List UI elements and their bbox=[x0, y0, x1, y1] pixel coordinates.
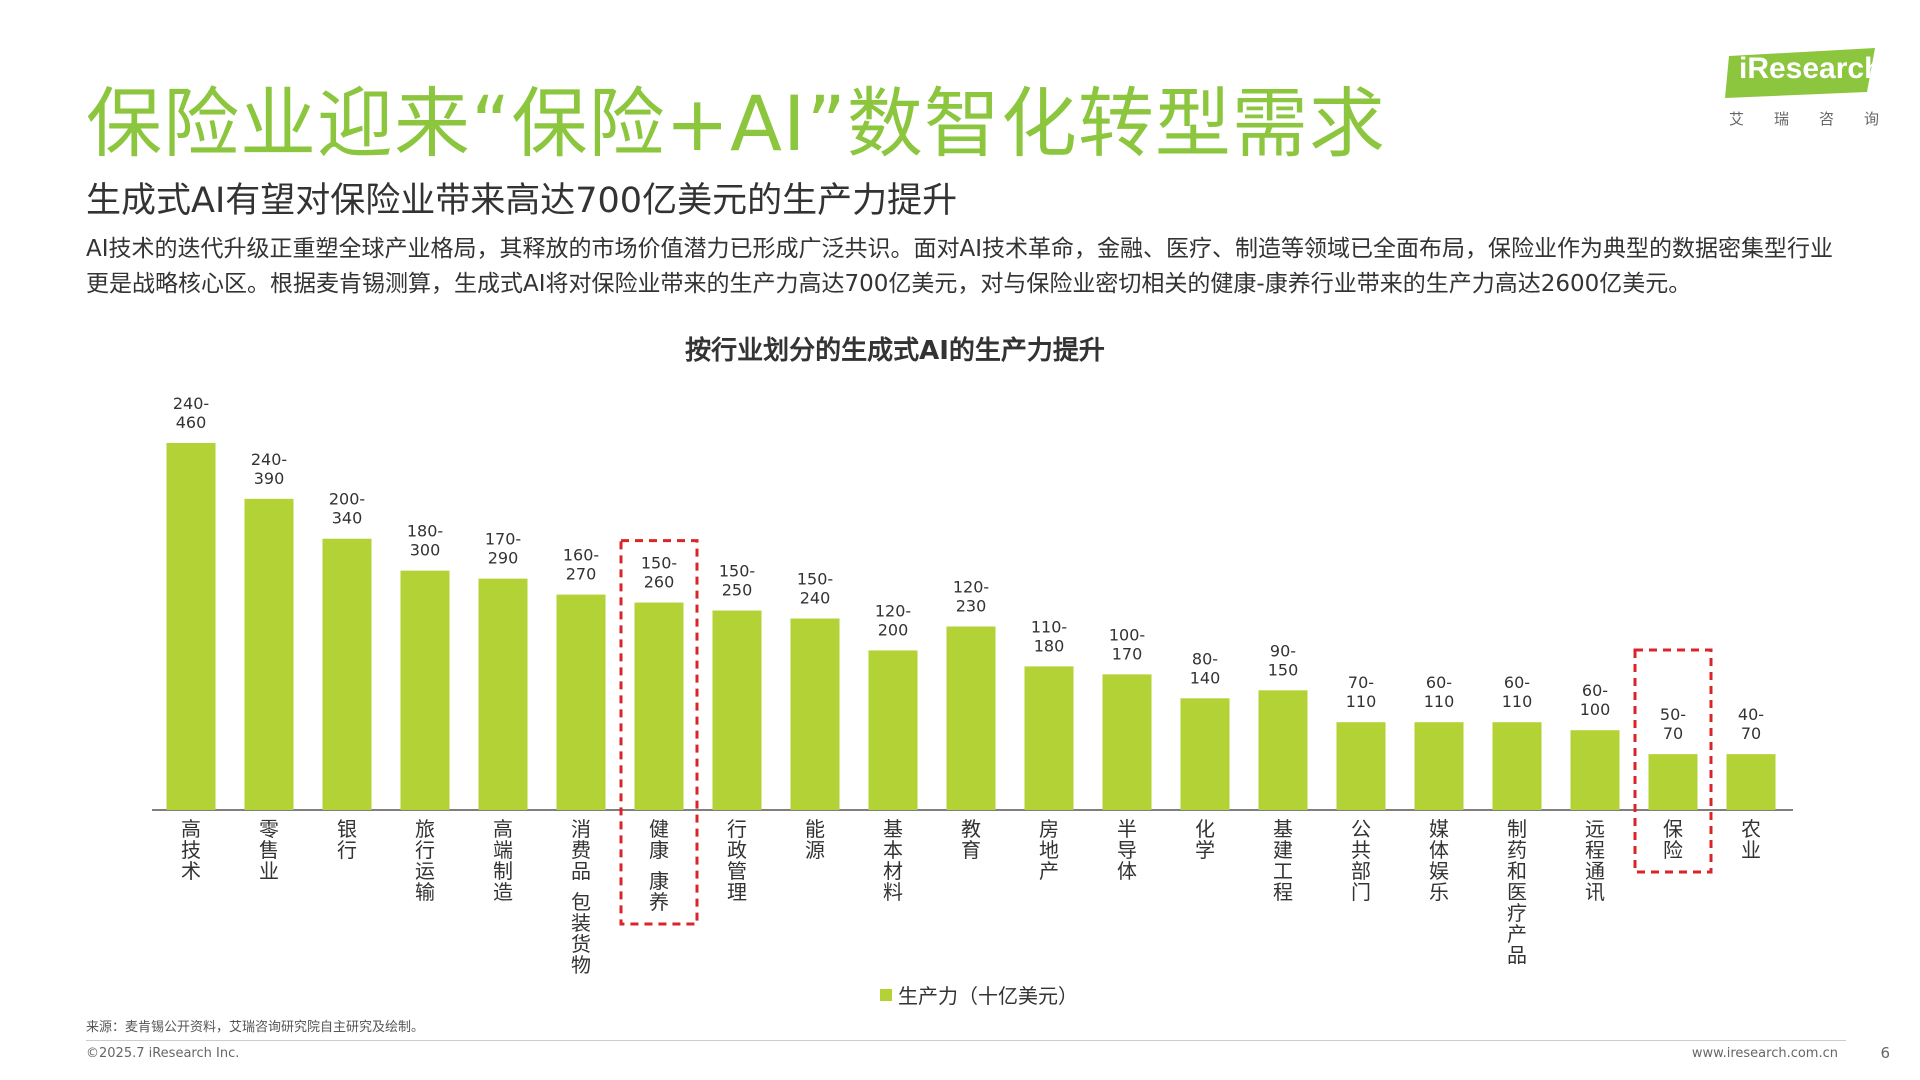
data-label: 150-260 bbox=[641, 554, 677, 592]
category-label: 基建工程 bbox=[1273, 817, 1293, 904]
bar bbox=[1492, 722, 1542, 810]
category-label: 高端制造 bbox=[493, 817, 513, 904]
bar bbox=[1258, 690, 1308, 810]
chart-legend: 生产力（十亿美元） bbox=[880, 980, 1078, 1009]
data-label: 60-110 bbox=[1502, 673, 1533, 711]
category-label: 化学 bbox=[1195, 817, 1215, 862]
highlight-box bbox=[619, 539, 699, 926]
bar bbox=[400, 570, 450, 810]
logo-sub-char: 艾 bbox=[1729, 110, 1745, 128]
category-label: 能源 bbox=[805, 817, 825, 862]
bar bbox=[1102, 674, 1152, 810]
category-label: 零售业 bbox=[259, 817, 279, 883]
bar bbox=[1024, 666, 1074, 810]
bar bbox=[712, 610, 762, 810]
highlight-box bbox=[1633, 648, 1713, 874]
intro-paragraph: AI技术的迭代升级正重塑全球产业格局，其释放的市场价值潜力已形成广泛共识。面对A… bbox=[86, 236, 1834, 297]
bar bbox=[166, 443, 216, 810]
logo-subtitle: 艾 瑞 咨 询 bbox=[1729, 108, 1879, 129]
copyright: ©2025.7 iResearch Inc. bbox=[86, 1046, 240, 1061]
bar bbox=[322, 538, 372, 810]
bar bbox=[478, 578, 528, 810]
footer-divider bbox=[86, 1040, 1846, 1041]
data-label: 150-240 bbox=[797, 570, 833, 608]
category-label: 农业 bbox=[1741, 817, 1761, 862]
category-label: 银行 bbox=[337, 817, 357, 862]
data-label: 120-230 bbox=[953, 578, 989, 616]
category-label: 高技术 bbox=[181, 817, 201, 883]
iresearch-logo: iResearch 艾 瑞 咨 询 bbox=[1725, 48, 1885, 133]
data-label: 160-270 bbox=[563, 546, 599, 584]
category-label: 教育 bbox=[961, 817, 981, 862]
logo-sub-char: 询 bbox=[1863, 110, 1879, 128]
bar bbox=[1726, 754, 1776, 810]
category-label: 制药和医疗产品 bbox=[1507, 817, 1527, 967]
bar bbox=[556, 594, 606, 810]
bar bbox=[946, 626, 996, 810]
chart-title: 按行业划分的生成式AI的生产力提升 bbox=[685, 336, 1105, 366]
data-label: 240-460 bbox=[173, 394, 209, 432]
bar bbox=[868, 650, 918, 810]
data-label: 180-300 bbox=[407, 522, 443, 560]
data-label: 70-110 bbox=[1346, 673, 1377, 711]
legend-label: 生产力（十亿美元） bbox=[898, 984, 1078, 1008]
category-label: 行政管理 bbox=[727, 817, 747, 904]
page-subtitle: 生成式AI有望对保险业带来高达700亿美元的生产力提升 bbox=[86, 181, 958, 221]
logo-sub-char: 咨 bbox=[1818, 110, 1834, 128]
data-label: 80-140 bbox=[1190, 649, 1221, 687]
bar bbox=[634, 602, 684, 810]
logo-sub-char: 瑞 bbox=[1773, 110, 1789, 128]
data-label: 60-110 bbox=[1424, 673, 1455, 711]
category-label: 房地产 bbox=[1039, 817, 1059, 883]
page-number: 6 bbox=[1880, 1044, 1890, 1062]
data-label: 150-250 bbox=[719, 562, 755, 600]
source-note: 来源：麦肯锡公开资料，艾瑞咨询研究院自主研究及绘制。 bbox=[86, 1020, 425, 1035]
data-label: 110-180 bbox=[1031, 617, 1067, 655]
data-label: 200-340 bbox=[329, 490, 365, 528]
bar bbox=[1648, 754, 1698, 810]
category-label: 保险 bbox=[1663, 817, 1683, 862]
category-label: 公共部门 bbox=[1351, 817, 1371, 904]
data-label: 240-390 bbox=[251, 450, 287, 488]
category-label: 媒体娱乐 bbox=[1429, 817, 1449, 904]
category-label: 旅行运输 bbox=[415, 817, 435, 904]
bar bbox=[1570, 730, 1620, 810]
data-label: 100-170 bbox=[1109, 625, 1145, 663]
bar bbox=[790, 618, 840, 810]
category-label: 半导体 bbox=[1117, 817, 1137, 883]
logo-badge-shape bbox=[1725, 48, 1875, 98]
data-label: 90-150 bbox=[1268, 641, 1299, 679]
logo-text: iResearch bbox=[1739, 52, 1883, 85]
bar bbox=[1414, 722, 1464, 810]
category-label: 消费品包装货物 bbox=[571, 817, 591, 977]
data-label: 170-290 bbox=[485, 530, 521, 568]
category-label: 基本材料 bbox=[883, 817, 903, 904]
category-label: 远程通讯 bbox=[1585, 817, 1605, 904]
data-label: 120-200 bbox=[875, 601, 911, 639]
bar bbox=[1336, 722, 1386, 810]
website-url: www.iresearch.com.cn bbox=[1691, 1046, 1838, 1061]
legend-swatch bbox=[880, 988, 892, 1001]
data-label: 60-100 bbox=[1580, 681, 1611, 719]
data-label: 50-70 bbox=[1660, 705, 1686, 743]
category-label: 健康康养 bbox=[649, 817, 669, 914]
page-title: 保险业迎来“保险+AI”数智化转型需求 bbox=[86, 79, 1386, 168]
bar bbox=[244, 498, 294, 810]
data-label: 40-70 bbox=[1738, 705, 1764, 743]
bar bbox=[1180, 698, 1230, 810]
